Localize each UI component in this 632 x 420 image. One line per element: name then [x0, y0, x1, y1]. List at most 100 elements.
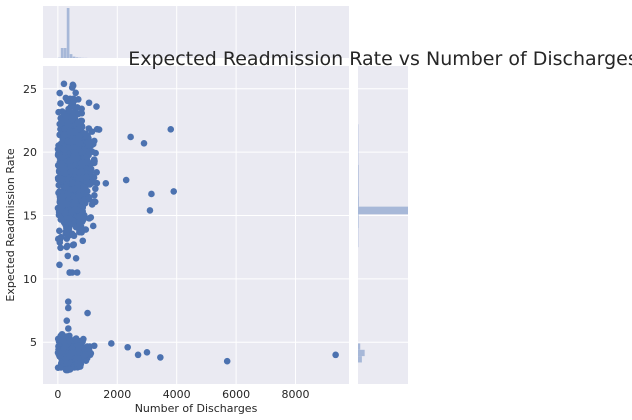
x-histogram-bar — [75, 57, 79, 58]
y-tick-label: 5 — [30, 336, 37, 349]
scatter-point — [68, 269, 76, 276]
scatter-point — [146, 207, 154, 214]
scatter-point — [93, 169, 100, 176]
scatter-point — [66, 351, 73, 359]
scatter-point — [75, 132, 83, 140]
scatter-point — [75, 342, 82, 349]
scatter-point — [90, 342, 98, 350]
scatter-point — [68, 84, 76, 91]
x-marginal-gridlines — [57, 6, 297, 58]
scatter-point — [65, 325, 72, 332]
scatter-point — [65, 105, 72, 113]
scatter-point — [58, 117, 65, 125]
scatter-point — [143, 349, 151, 356]
y-histogram-bar — [358, 196, 359, 207]
scatter-point — [58, 153, 66, 161]
scatter-point — [59, 198, 66, 205]
scatter-point — [85, 215, 93, 222]
scatter-point — [64, 304, 72, 312]
scatter-point — [82, 131, 90, 139]
plot-area — [43, 66, 349, 384]
x-marginal-histogram-bars — [57, 8, 88, 58]
scatter-point — [71, 185, 78, 193]
scatter-point — [92, 185, 99, 193]
scatter-point — [124, 343, 131, 351]
scatter-point — [88, 201, 96, 208]
scatter-points — [54, 80, 339, 374]
scatter-point — [64, 226, 71, 233]
scatter-point — [61, 146, 68, 153]
scatter-point — [90, 159, 98, 167]
y-histogram-bar — [358, 214, 359, 229]
y-marginal-gridlines — [358, 88, 408, 343]
scatter-point — [70, 97, 78, 104]
scatter-point — [62, 170, 69, 177]
scatter-point — [64, 121, 71, 128]
scatter-point — [62, 184, 70, 191]
scatter-point — [134, 351, 142, 359]
scatter-point — [93, 103, 100, 110]
y-histogram-bar — [358, 206, 408, 215]
scatter-point — [127, 133, 134, 141]
scatter-point — [57, 244, 64, 252]
y-histogram-bar — [358, 343, 361, 350]
scatter-point — [91, 137, 98, 145]
scatter-point — [72, 255, 80, 262]
scatter-point — [82, 351, 89, 358]
scatter-point — [79, 237, 87, 245]
scatter-point — [67, 156, 75, 164]
scatter-point — [223, 357, 231, 365]
scatter-point — [69, 179, 76, 187]
y-histogram-bar — [358, 164, 359, 197]
y-tick-label: 15 — [23, 209, 37, 222]
scatter-point — [75, 192, 83, 199]
scatter-point — [74, 119, 82, 127]
scatter-point — [62, 94, 70, 102]
x-histogram-bar — [66, 8, 70, 58]
scatter-point — [60, 80, 68, 88]
scatter-point — [87, 165, 95, 173]
scatter-point — [64, 252, 72, 260]
scatter-point — [80, 183, 88, 191]
x-tick-label: 6000 — [222, 388, 250, 401]
scatter-point — [67, 168, 75, 175]
chart-title: Expected Readmission Rate vs Number of D… — [128, 48, 632, 70]
scatter-point — [56, 261, 63, 269]
scatter-point — [70, 241, 78, 248]
scatter-point — [59, 165, 66, 173]
scatter-point — [60, 131, 68, 139]
scatter-point — [58, 330, 66, 338]
scatter-point — [76, 363, 84, 370]
scatter-point — [63, 317, 71, 324]
scatter-point — [84, 309, 91, 317]
scatter-point — [62, 366, 70, 374]
scatter-point — [55, 108, 62, 116]
scatter-point — [93, 125, 101, 133]
scatter-point — [157, 354, 164, 361]
y-histogram-bar — [358, 349, 365, 357]
x-histogram-bar — [60, 48, 64, 58]
scatter-point — [78, 228, 85, 236]
scatter-point — [108, 340, 115, 347]
scatter-point — [58, 160, 66, 167]
scatter-point — [76, 222, 83, 229]
x-axis-tick-labels: 0 2000 4000 6000 8000 — [54, 388, 309, 401]
y-marginal-histogram-panel — [358, 66, 408, 384]
scatter-point — [62, 343, 69, 350]
y-marginal-histogram-bars — [358, 124, 408, 363]
scatter-point — [56, 89, 63, 97]
x-histogram-bar — [69, 54, 73, 58]
scatter-point — [72, 89, 79, 97]
scatter-point — [69, 115, 76, 122]
scatter-point — [71, 206, 79, 213]
scatter-point — [66, 215, 74, 222]
scatter-point — [332, 351, 339, 359]
scatter-point — [73, 154, 81, 162]
x-tick-label: 2000 — [103, 388, 131, 401]
scatter-point — [71, 128, 79, 136]
scatter-point — [72, 168, 79, 175]
y-axis-label: Expected Readmission Rate — [4, 148, 17, 301]
scatter-point — [57, 216, 65, 223]
scatter-point — [85, 125, 93, 132]
